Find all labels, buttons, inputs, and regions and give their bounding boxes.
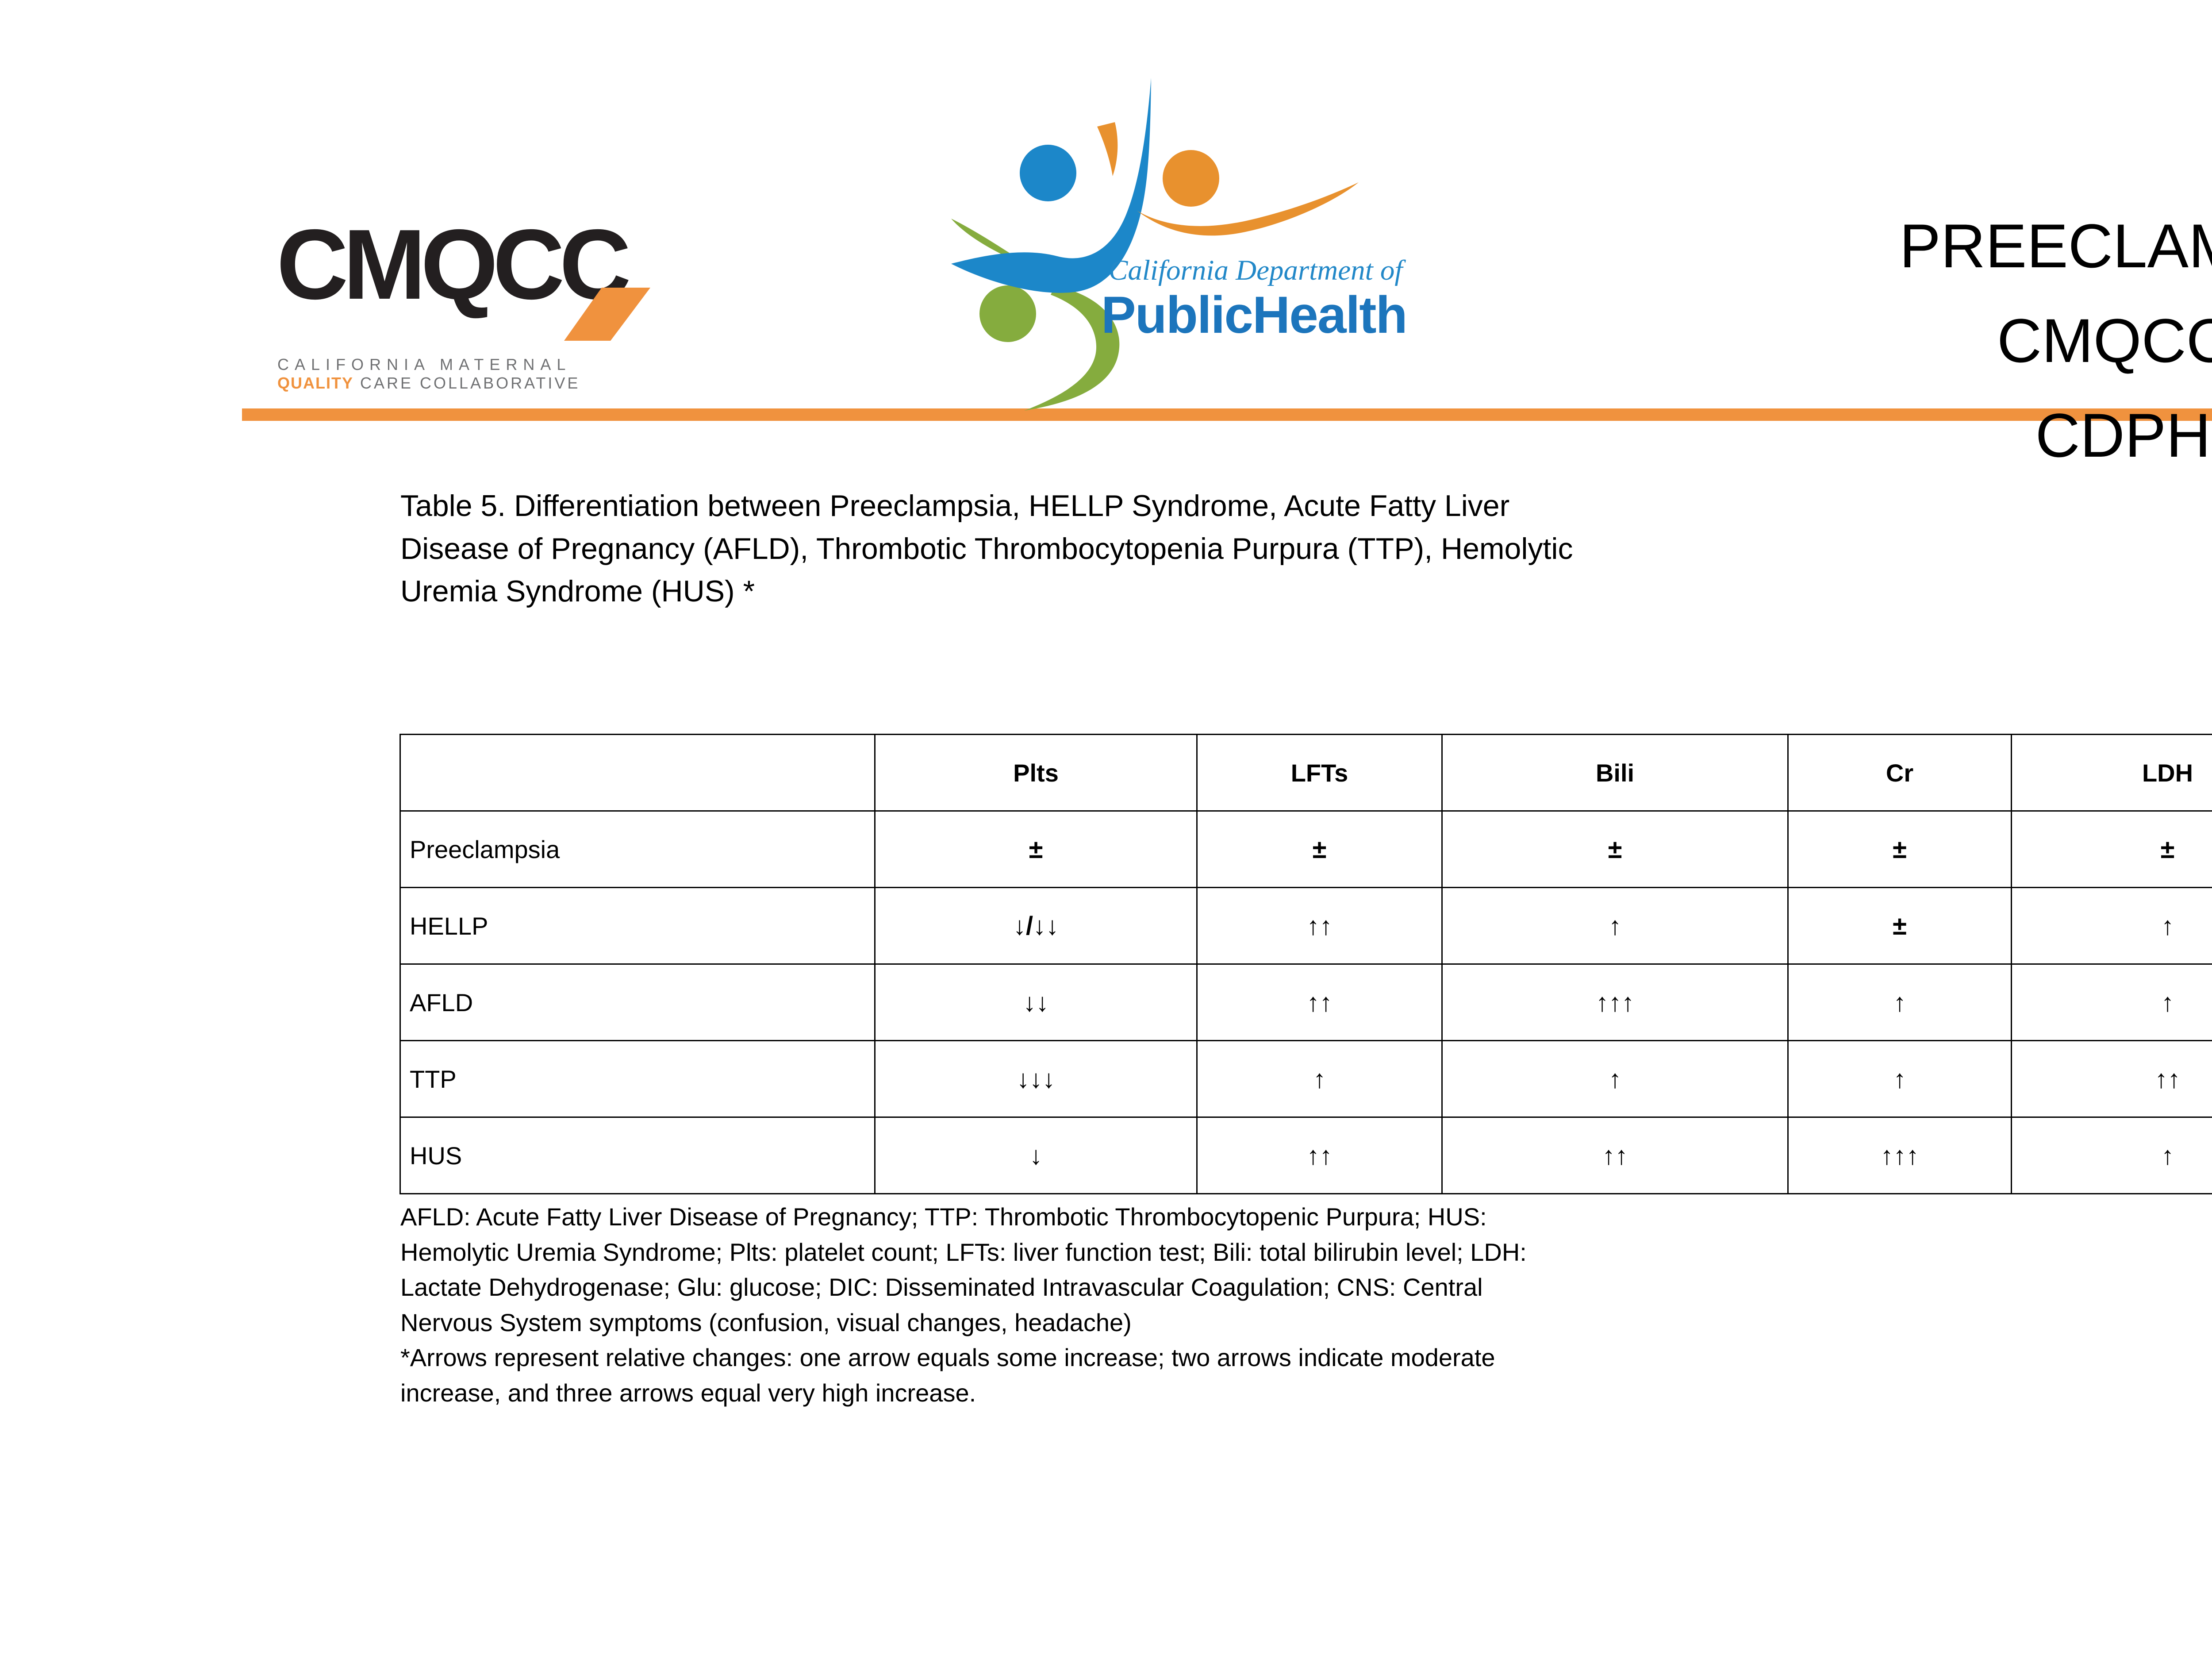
svg-text:CMQCC: CMQCC	[276, 208, 629, 320]
